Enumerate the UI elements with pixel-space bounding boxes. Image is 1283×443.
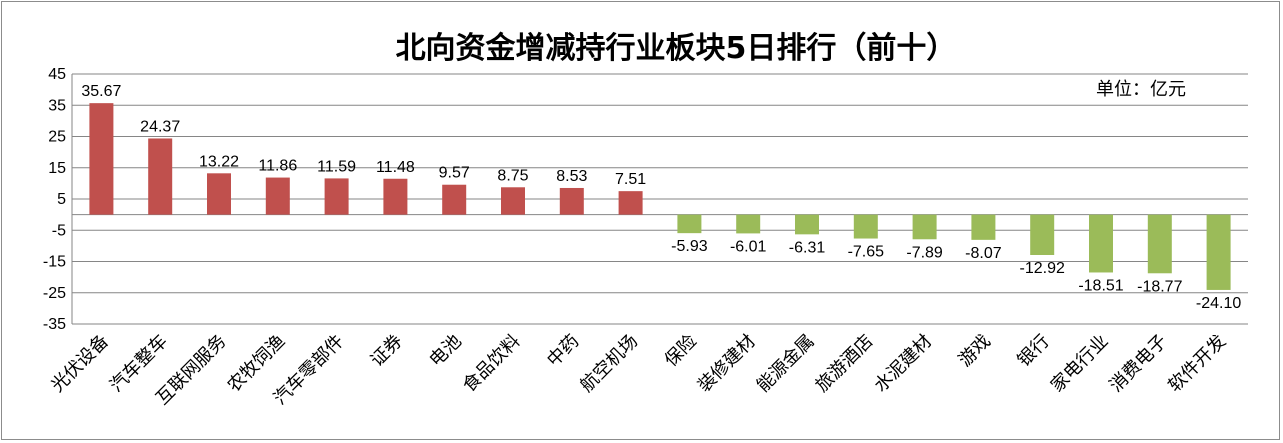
bar <box>89 103 114 215</box>
bar <box>559 187 584 215</box>
bar <box>1030 214 1055 255</box>
category-label: 保险 <box>661 331 701 371</box>
unit-label: 单位：亿元 <box>1096 79 1186 100</box>
bar <box>442 184 467 215</box>
category-label: 能源金属 <box>753 331 819 397</box>
data-label-layer: 35.67 24.37 13.22 11.86 11.59 11.48 9.57 8.75 8.… <box>81 83 1241 312</box>
bar-layer <box>89 103 1231 290</box>
data-label: 11.48 <box>376 159 415 176</box>
data-label: -7.89 <box>906 244 943 261</box>
bar <box>736 214 761 234</box>
y-tick-label: 15 <box>48 160 66 177</box>
data-label: 13.22 <box>199 153 239 170</box>
y-tick-label: 25 <box>48 129 66 146</box>
data-label: -12.92 <box>1020 260 1065 277</box>
bar <box>912 214 937 240</box>
category-label: 中药 <box>543 331 583 371</box>
data-label: 11.86 <box>258 158 297 175</box>
data-label: 8.53 <box>556 168 587 185</box>
category-label: 装修建材 <box>694 331 760 397</box>
bar <box>1089 214 1113 273</box>
y-tick-label: 5 <box>57 191 66 208</box>
y-tick-label: -5 <box>52 222 66 239</box>
bar <box>207 173 231 215</box>
category-label: 光伏设备 <box>47 331 113 397</box>
bar <box>795 214 819 235</box>
bar <box>265 177 290 215</box>
category-label: 软件开发 <box>1164 331 1230 397</box>
bar <box>1206 214 1231 290</box>
grid-layer <box>71 73 1248 325</box>
bar <box>971 214 996 240</box>
data-label: -5.93 <box>671 238 708 255</box>
bar <box>148 138 173 215</box>
category-label: 银行 <box>1013 331 1053 371</box>
y-tick-label: -35 <box>43 316 66 333</box>
category-label: 游戏 <box>955 331 995 371</box>
data-label: -24.10 <box>1196 295 1241 312</box>
data-label: -7.65 <box>848 244 885 261</box>
y-tick-label: -25 <box>43 285 66 302</box>
bar <box>677 214 702 234</box>
y-axis-ticks: 45 35 25 15 5 -5 -15 -25 -35 <box>43 66 66 333</box>
y-tick-label: 45 <box>48 66 66 83</box>
data-label: 9.57 <box>439 165 470 182</box>
data-label: 24.37 <box>140 118 180 135</box>
y-tick-label: 35 <box>48 97 66 114</box>
data-label: 8.75 <box>497 167 528 184</box>
bar <box>853 214 878 239</box>
data-label: -18.77 <box>1137 278 1182 295</box>
data-label: 35.67 <box>81 83 121 100</box>
category-label: 旅游酒店 <box>812 331 878 397</box>
bar <box>501 187 525 215</box>
data-label: -18.51 <box>1078 277 1123 294</box>
category-label: 水泥建材 <box>870 331 936 397</box>
data-label: -8.07 <box>965 245 1002 262</box>
y-tick-label: -15 <box>43 254 66 271</box>
category-label: 消费电子 <box>1106 331 1172 397</box>
category-label: 证券 <box>367 331 407 371</box>
data-label: 7.51 <box>615 171 646 188</box>
bar <box>618 191 643 215</box>
data-label: 11.59 <box>317 158 356 175</box>
category-label: 食品饮料 <box>459 331 525 397</box>
data-label: -6.01 <box>730 238 767 255</box>
bar <box>324 178 349 215</box>
category-label: 航空机场 <box>576 331 642 397</box>
chart-title: 北向资金增减持行业板块5日排行（前十） <box>396 31 957 66</box>
bar <box>383 178 408 215</box>
data-label: -6.31 <box>789 239 826 256</box>
bar <box>1147 214 1172 274</box>
category-label: 家电行业 <box>1047 331 1113 397</box>
category-label: 电池 <box>425 331 465 371</box>
